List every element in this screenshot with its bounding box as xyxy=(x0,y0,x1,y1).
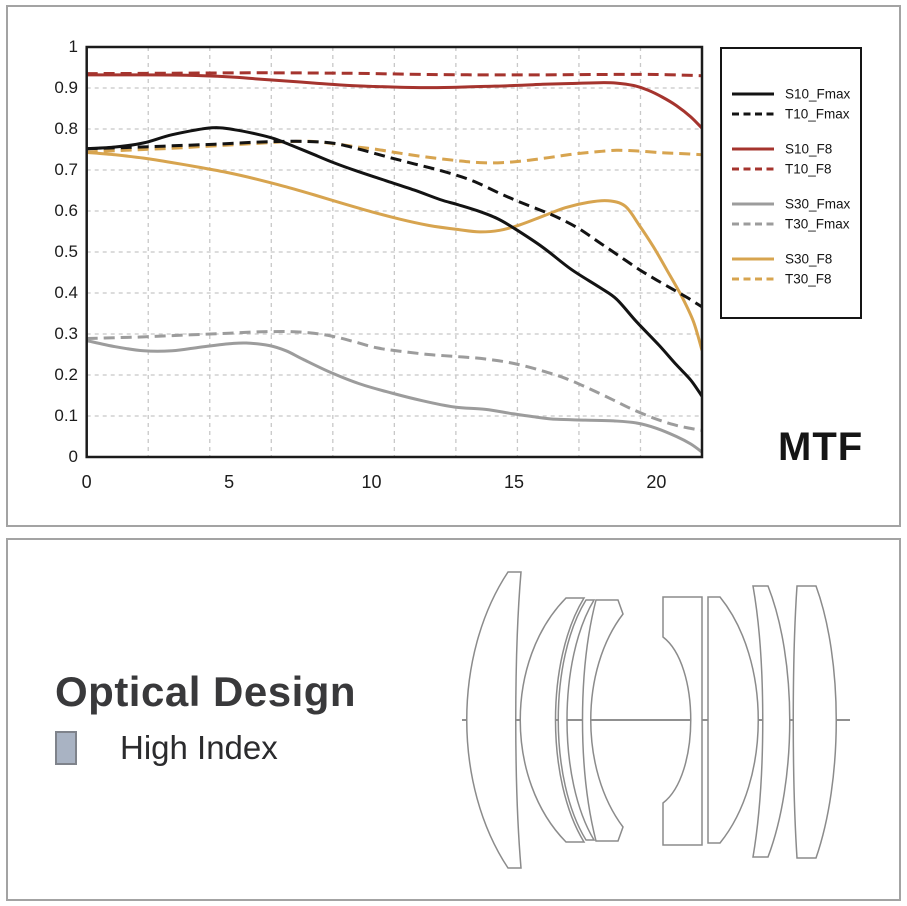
legend-line-sample xyxy=(732,112,774,116)
legend-item-S30_Fmax: S30_Fmax xyxy=(722,194,860,214)
y-tick-0.9: 0.9 xyxy=(54,78,78,97)
series-T30_Fmax xyxy=(86,329,702,432)
y-tick-0.1: 0.1 xyxy=(54,406,78,425)
grid-lines xyxy=(86,47,702,457)
legend-item-S10_F8: S10_F8 xyxy=(722,139,860,159)
y-tick-0.5: 0.5 xyxy=(54,242,78,261)
series-S10_F8 xyxy=(86,73,702,130)
y-tick-0.4: 0.4 xyxy=(54,283,78,302)
legend-label: T30_F8 xyxy=(785,271,832,287)
legend-label: S30_F8 xyxy=(785,251,833,267)
y-tick-1: 1 xyxy=(68,37,78,56)
y-tick-0.8: 0.8 xyxy=(54,119,78,138)
chart-legend: S10_Fmax T10_Fmax S10_F8 T10_F8 S30_Fmax T30_… xyxy=(720,47,862,319)
lens-element-8-high-index xyxy=(792,585,837,859)
chart-title: MTF xyxy=(778,425,864,469)
x-tick-20: 20 xyxy=(646,472,667,492)
legend-line-sample xyxy=(732,147,774,151)
x-tick-10: 10 xyxy=(361,472,382,492)
legend-line-sample xyxy=(732,257,774,261)
legend-line-sample xyxy=(732,277,774,281)
legend-line-sample xyxy=(732,222,774,226)
optical-design-panel: Optical Design High Index xyxy=(6,538,901,901)
x-tick-15: 15 xyxy=(503,472,524,492)
series-T10_F8 xyxy=(86,71,702,78)
series-S30_F8 xyxy=(86,150,702,351)
legend-label: S30_Fmax xyxy=(785,196,851,212)
legend-item-S10_Fmax: S10_Fmax xyxy=(722,84,860,104)
series-T10_Fmax xyxy=(86,139,702,309)
legend-line-sample xyxy=(732,92,774,96)
legend-line-sample xyxy=(732,202,774,206)
mtf-chart-panel: 0 5 10 15 20 0 0.1 0.2 0.3 0.4 0.5 0.6 0.7 0.8 0.9 1 S… xyxy=(6,5,901,527)
y-tick-0.7: 0.7 xyxy=(54,160,78,179)
x-tick-0: 0 xyxy=(81,472,92,492)
legend-label: S10_Fmax xyxy=(785,86,851,102)
lens-element-2 xyxy=(519,597,586,843)
high-index-swatch xyxy=(55,731,77,765)
legend-label: T30_Fmax xyxy=(785,216,850,232)
mtf-chart xyxy=(85,45,704,459)
legend-item-T30_Fmax: T30_Fmax xyxy=(722,214,860,234)
legend-label: T10_F8 xyxy=(785,161,832,177)
y-tick-0.6: 0.6 xyxy=(54,201,78,220)
high-index-label: High Index xyxy=(120,729,278,766)
series-S10_Fmax xyxy=(86,126,702,398)
legend-item-T10_Fmax: T10_Fmax xyxy=(722,104,860,124)
lens-element-6 xyxy=(707,596,759,844)
lens-element-5 xyxy=(662,596,703,846)
legend-label: T10_Fmax xyxy=(785,106,850,122)
series-S30_Fmax xyxy=(86,339,702,454)
legend-item-S30_F8: S30_F8 xyxy=(722,249,860,269)
x-tick-5: 5 xyxy=(224,472,235,492)
plot-frame xyxy=(85,45,704,459)
lens-element-7-high-index xyxy=(752,585,791,858)
lens-cross-section-diagram xyxy=(462,571,850,869)
lens-element-1 xyxy=(466,571,522,869)
y-tick-0.2: 0.2 xyxy=(54,365,78,384)
optical-design-title: Optical Design xyxy=(55,668,357,715)
series-T30_F8 xyxy=(86,139,702,165)
lens-element-4 xyxy=(581,599,624,842)
legend-line-sample xyxy=(732,167,774,171)
y-tick-0: 0 xyxy=(68,447,78,466)
y-tick-0.3: 0.3 xyxy=(54,324,78,343)
lens-element-3 xyxy=(557,599,596,841)
legend-label: S10_F8 xyxy=(785,141,833,157)
legend-item-T30_F8: T30_F8 xyxy=(722,269,860,289)
legend-item-T10_F8: T10_F8 xyxy=(722,159,860,179)
